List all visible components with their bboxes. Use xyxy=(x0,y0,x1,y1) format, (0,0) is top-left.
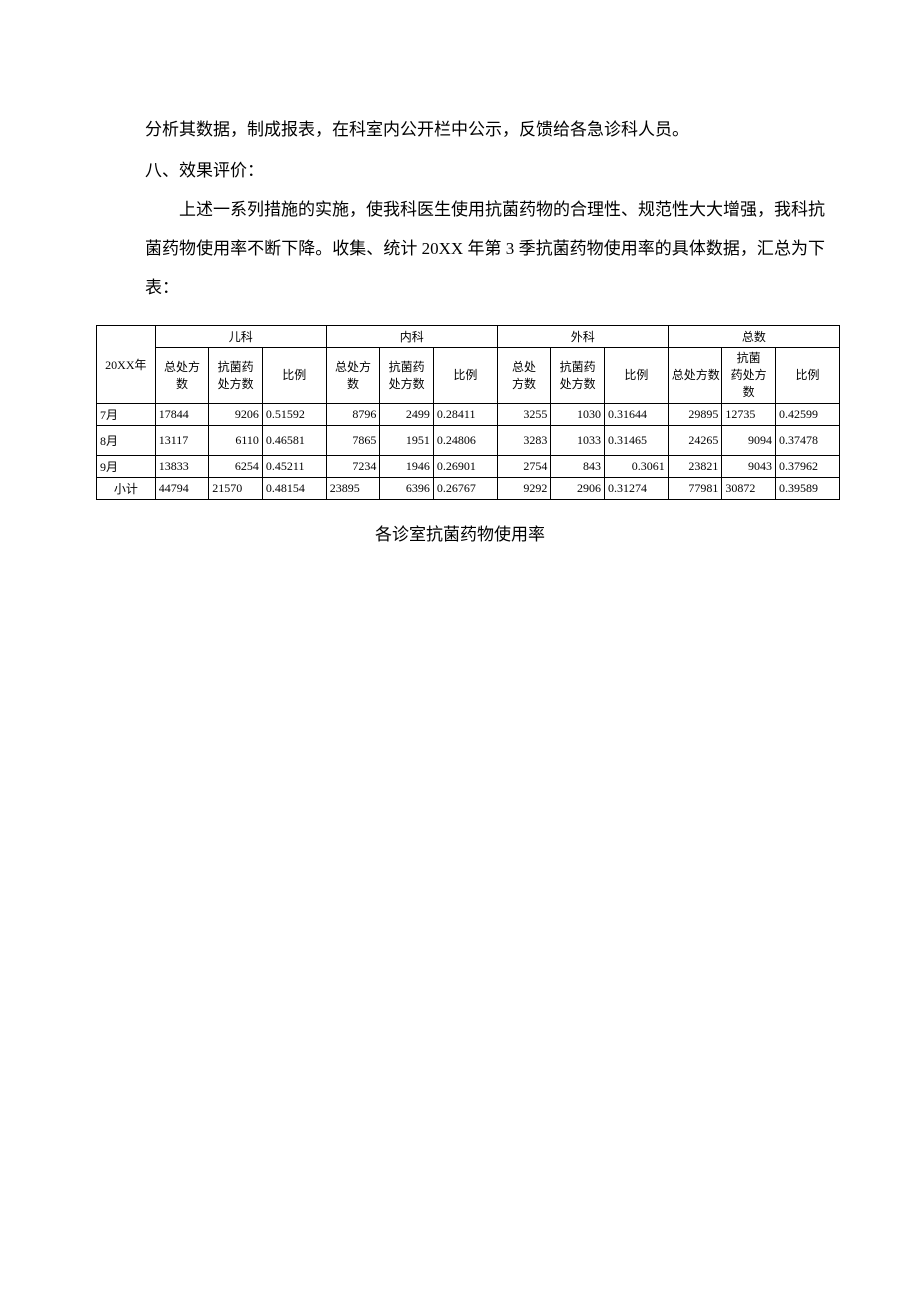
table-row: 8月 13117 6110 0.46581 7865 1951 0.24806 … xyxy=(97,425,840,455)
cell: 843 xyxy=(551,455,605,477)
cell: 1030 xyxy=(551,403,605,425)
cell: 7865 xyxy=(326,425,380,455)
col-sum-ratio: 比例 xyxy=(775,348,839,403)
cell: 0.37962 xyxy=(775,455,839,477)
cell: 23895 xyxy=(326,477,380,499)
cell: 0.28411 xyxy=(433,403,497,425)
cell: 0.51592 xyxy=(262,403,326,425)
cell: 21570 xyxy=(209,477,263,499)
cell: 2754 xyxy=(497,455,551,477)
cell: 2499 xyxy=(380,403,434,425)
cell: 23821 xyxy=(668,455,722,477)
row-label: 9月 xyxy=(97,455,156,477)
cell: 1946 xyxy=(380,455,434,477)
cell: 17844 xyxy=(155,403,209,425)
cell: 0.37478 xyxy=(775,425,839,455)
cell: 7234 xyxy=(326,455,380,477)
cell: 9206 xyxy=(209,403,263,425)
cell: 13833 xyxy=(155,455,209,477)
col-sur-ratio: 比例 xyxy=(604,348,668,403)
col-group-total: 总数 xyxy=(668,326,839,348)
col-sur-total: 总处方数 xyxy=(497,348,551,403)
cell: 9094 xyxy=(722,425,776,455)
cell: 0.45211 xyxy=(262,455,326,477)
cell: 2906 xyxy=(551,477,605,499)
cell: 3255 xyxy=(497,403,551,425)
cell: 24265 xyxy=(668,425,722,455)
col-sum-anti: 抗菌药处方数 xyxy=(722,348,776,403)
col-group-internal: 内科 xyxy=(326,326,497,348)
body-paragraph-2: 上述一系列措施的实施，使我科医生使用抗菌药物的合理性、规范性大大增强，我科抗菌药… xyxy=(145,190,825,307)
table-row: 7月 17844 9206 0.51592 8796 2499 0.28411 … xyxy=(97,403,840,425)
cell: 44794 xyxy=(155,477,209,499)
cell: 1033 xyxy=(551,425,605,455)
col-int-ratio: 比例 xyxy=(433,348,497,403)
cell: 0.24806 xyxy=(433,425,497,455)
cell: 8796 xyxy=(326,403,380,425)
col-ped-anti: 抗菌药处方数 xyxy=(209,348,263,403)
cell: 12735 xyxy=(722,403,776,425)
cell: 29895 xyxy=(668,403,722,425)
table-header-sub: 总处方数 抗菌药处方数 比例 总处方数 抗菌药处方数 比例 总处方数 抗菌药处方… xyxy=(97,348,840,403)
table-caption: 各诊室抗菌药物使用率 xyxy=(0,520,920,545)
body-paragraph-1: 分析其数据，制成报表，在科室内公开栏中公示，反馈给各急诊科人员。 xyxy=(145,110,825,149)
col-ped-total: 总处方数 xyxy=(155,348,209,403)
cell: 77981 xyxy=(668,477,722,499)
col-sur-anti: 抗菌药处方数 xyxy=(551,348,605,403)
row-label: 8月 xyxy=(97,425,156,455)
cell: 0.48154 xyxy=(262,477,326,499)
cell: 6110 xyxy=(209,425,263,455)
col-year: 20XX年 xyxy=(97,326,156,403)
cell: 0.26767 xyxy=(433,477,497,499)
cell: 0.46581 xyxy=(262,425,326,455)
row-label: 7月 xyxy=(97,403,156,425)
row-label: 小计 xyxy=(97,477,156,499)
col-group-pediatrics: 儿科 xyxy=(155,326,326,348)
cell: 13117 xyxy=(155,425,209,455)
table-row: 9月 13833 6254 0.45211 7234 1946 0.26901 … xyxy=(97,455,840,477)
cell: 0.31274 xyxy=(604,477,668,499)
cell: 0.3061 xyxy=(604,455,668,477)
table-row-subtotal: 小计 44794 21570 0.48154 23895 6396 0.2676… xyxy=(97,477,840,499)
col-sum-total: 总处方数 xyxy=(668,348,722,403)
cell: 30872 xyxy=(722,477,776,499)
cell: 0.26901 xyxy=(433,455,497,477)
usage-table: 20XX年 儿科 内科 外科 总数 总处方数 抗菌药处方数 比例 总处方数 抗菌… xyxy=(96,325,840,499)
cell: 0.42599 xyxy=(775,403,839,425)
col-int-total: 总处方数 xyxy=(326,348,380,403)
cell: 3283 xyxy=(497,425,551,455)
cell: 6254 xyxy=(209,455,263,477)
col-ped-ratio: 比例 xyxy=(262,348,326,403)
cell: 0.31465 xyxy=(604,425,668,455)
cell: 1951 xyxy=(380,425,434,455)
cell: 9043 xyxy=(722,455,776,477)
col-group-surgery: 外科 xyxy=(497,326,668,348)
col-int-anti: 抗菌药处方数 xyxy=(380,348,434,403)
cell: 9292 xyxy=(497,477,551,499)
cell: 6396 xyxy=(380,477,434,499)
table-header-groups: 20XX年 儿科 内科 外科 总数 xyxy=(97,326,840,348)
cell: 0.31644 xyxy=(604,403,668,425)
section-heading: 八、效果评价： xyxy=(145,151,825,190)
cell: 0.39589 xyxy=(775,477,839,499)
